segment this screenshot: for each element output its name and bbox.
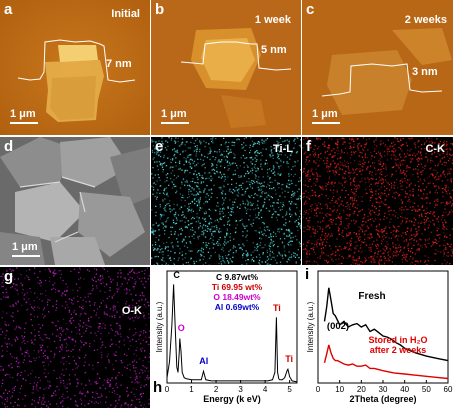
height-label: 3 nm [412, 66, 438, 78]
panel-letter: c [306, 1, 315, 18]
x-tick-label: 1 [189, 385, 194, 394]
afm-image-initial [0, 0, 150, 135]
x-tick-label: 3 [238, 385, 243, 394]
panel-d: d 1 μm [0, 137, 150, 265]
x-tick-label: 2 [214, 385, 219, 394]
composition-label: Al 0.69wt% [215, 302, 260, 312]
panel-g: g O-K [0, 267, 150, 408]
peak-label: Ti [285, 354, 293, 364]
x-tick-label: 40 [400, 385, 409, 394]
eds-map-c [302, 137, 453, 265]
scale-bar-label: 1 μm [12, 241, 38, 253]
panel-letter: a [4, 1, 13, 18]
scale-bar-label: 1 μm [10, 108, 36, 120]
spectrum-line [166, 284, 298, 383]
panel-letter: d [4, 138, 14, 155]
x-axis-label: 2Theta (degree) [349, 394, 416, 404]
panel-f: f C-K [302, 137, 453, 265]
x-tick-label: 50 [422, 385, 431, 394]
afm-title: Initial [111, 8, 140, 20]
panel-letter: b [155, 1, 165, 18]
scale-bar-label: 1 μm [312, 108, 338, 120]
panel-letter: i [305, 267, 310, 283]
panel-c: c 2 weeks 3 nm 1 μm [302, 0, 453, 135]
height-label: 5 nm [261, 44, 287, 56]
afm-title: 2 weeks [404, 14, 447, 26]
panel-h: 0 1 2 3 4 5 Energy (k eV) Intensity (a.u.) C 9.8… [151, 267, 301, 408]
panel-letter: f [306, 138, 311, 155]
scale-bar-label: 1 μm [161, 108, 187, 120]
peak-annotation: (002) [327, 321, 349, 332]
y-axis-label: Intensity (a.u.) [306, 301, 315, 352]
series-label-fresh: Fresh [358, 291, 385, 302]
eds-map-ti [151, 137, 301, 265]
x-tick-label: 30 [379, 385, 388, 394]
x-tick-label: 60 [444, 385, 453, 394]
map-dots [302, 137, 453, 265]
x-tick-label: 20 [357, 385, 366, 394]
series-label-stored: Stored in H₂O [368, 335, 427, 345]
series-label-stored-2: after 2 weeks [370, 345, 427, 355]
afm-image-2-weeks [302, 0, 453, 135]
stored-line [323, 344, 449, 380]
composition-label: Ti 69.95 wt% [212, 282, 263, 292]
panel-a: a Initial 7 nm 1 μm [0, 0, 150, 135]
x-tick-label: 5 [287, 385, 292, 394]
panel-i: 0 10 20 30 40 50 60 2Theta (degree) Intensity (a… [302, 267, 453, 408]
composition-label: O 18.49wt% [213, 292, 261, 302]
afm-image-1-week [151, 0, 301, 135]
composition-label: C 9.87wt% [216, 272, 258, 282]
sem-image [0, 137, 150, 265]
eds-map-o [0, 267, 150, 408]
x-tick-label: 0 [316, 385, 321, 394]
element-label: O-K [121, 305, 142, 317]
map-dots [151, 137, 301, 265]
panel-letter: g [4, 268, 14, 285]
plot-frame [166, 270, 298, 384]
xrd-pattern-chart: 0 10 20 30 40 50 60 2Theta (degree) Intensity (a… [306, 270, 453, 404]
panel-letter: h [153, 379, 163, 396]
x-tick-label: 10 [335, 385, 344, 394]
x-axis-label: Energy (k eV) [203, 394, 261, 404]
afm-title: 1 week [254, 14, 291, 26]
eds-spectrum-chart: 0 1 2 3 4 5 Energy (k eV) Intensity (a.u.) C 9.8… [155, 270, 298, 404]
peak-label: Ti [273, 303, 281, 313]
panel-letter: e [155, 138, 164, 155]
peak-label: C [173, 270, 180, 280]
element-label: Ti-L [273, 143, 293, 155]
x-tick-label: 4 [263, 385, 268, 394]
panel-e: e Ti-L [151, 137, 301, 265]
x-tick-label: 0 [165, 385, 170, 394]
height-label: 7 nm [106, 58, 132, 70]
peak-label: O [178, 323, 185, 333]
element-label: C-K [425, 143, 445, 155]
y-axis-label: Intensity (a.u.) [155, 301, 164, 352]
map-dots [0, 267, 150, 408]
fresh-line [323, 287, 449, 362]
peak-label: Al [199, 356, 208, 366]
panel-b: b 1 week 5 nm 1 μm [151, 0, 301, 135]
